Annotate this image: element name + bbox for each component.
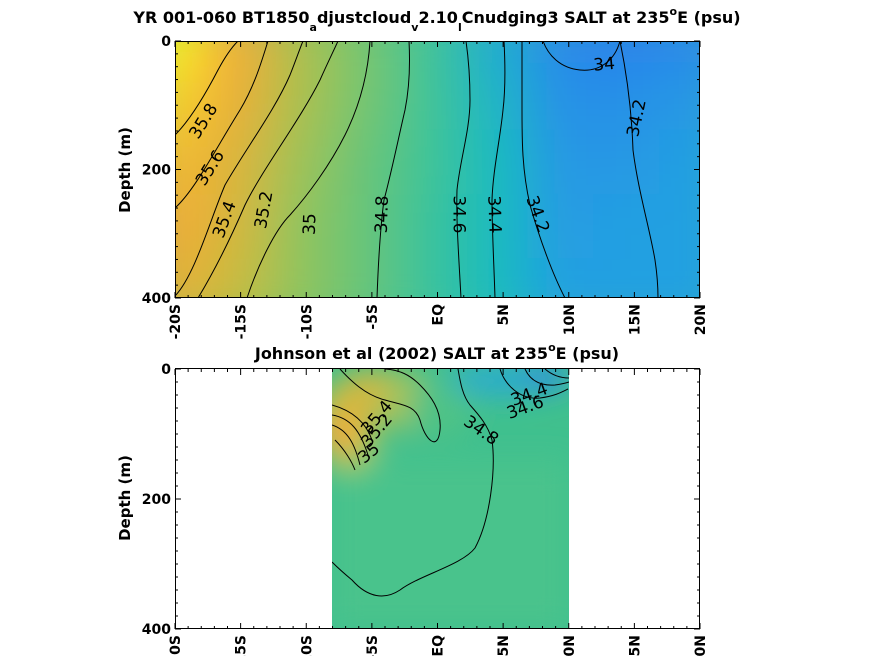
y-tick-label: 0 <box>161 362 171 378</box>
x-tick-label: 5N <box>496 635 512 656</box>
y-tick-label: 200 <box>142 492 171 508</box>
contour-34.4 <box>524 369 569 386</box>
top-panel: YR 001-060 BT1850adjustcloudv2.10lCnudgi… <box>116 5 741 339</box>
contour-34.2 <box>521 41 566 298</box>
contour-34.6 <box>499 369 569 399</box>
bottom-contours <box>332 369 569 597</box>
x-tick-label: 15N <box>627 304 643 335</box>
bottom-y-ticks: 0 200 400 <box>142 362 700 638</box>
x-tick-label: -15S <box>234 635 250 656</box>
bottom-panel: Johnson et al (2002) SALT at 235oE (psu) <box>116 341 709 656</box>
x-tick-label: 10N <box>562 635 578 656</box>
contour-35.8 <box>175 41 239 136</box>
y-tick-label: 200 <box>142 163 171 179</box>
contour-35 <box>246 41 371 298</box>
x-tick-label: 15N <box>627 635 643 656</box>
contour-34.4 <box>491 41 506 298</box>
bottom-ylabel: Depth (m) <box>116 455 134 541</box>
x-tick-label: -5S <box>365 304 381 330</box>
top-contours <box>175 41 659 298</box>
contour-34.6 <box>456 41 471 298</box>
x-tick-label: -10S <box>299 635 315 656</box>
x-tick-label: -10S <box>299 304 315 339</box>
y-tick-label: 0 <box>161 34 171 50</box>
x-tick-label: 10N <box>562 304 578 335</box>
contour-label: 34 <box>593 54 616 76</box>
contour-35-c <box>332 424 361 466</box>
contour-34.8 <box>376 41 411 298</box>
contour-35.6 <box>175 41 269 209</box>
top-ylabel: Depth (m) <box>116 127 134 213</box>
contour-34.2 <box>544 369 569 379</box>
y-tick-label: 400 <box>142 291 171 307</box>
x-tick-label: -20S <box>168 635 184 656</box>
x-tick-label: EQ <box>431 304 447 326</box>
contour-label: 34.8 <box>372 195 393 234</box>
top-x-ticks: -20S -15S -10S -5S EQ 5N 10N 15N 20N <box>168 41 709 339</box>
x-tick-label: EQ <box>431 635 447 656</box>
bottom-title: Johnson et al (2002) SALT at 235oE (psu) <box>254 341 619 363</box>
contour-35-b <box>332 414 369 456</box>
contour-label: 34.6 <box>449 196 469 234</box>
contour-35.2 <box>197 41 339 298</box>
x-tick-label: 20N <box>693 304 709 335</box>
contour-35.4 <box>175 41 304 297</box>
contour-34.8 <box>332 369 494 597</box>
contour-35-a <box>332 404 373 441</box>
contour-label: 35 <box>300 213 321 235</box>
x-tick-label: 5N <box>496 304 512 325</box>
top-title: YR 001-060 BT1850adjustcloudv2.10lCnudgi… <box>132 5 740 34</box>
contour-35.2 <box>334 439 356 471</box>
bottom-field <box>332 369 569 629</box>
x-tick-label: -5S <box>365 635 381 656</box>
salinity-cell <box>659 258 700 298</box>
x-tick-label: 20N <box>693 635 709 656</box>
x-tick-label: -20S <box>168 304 184 339</box>
contour-35-outer <box>339 369 441 443</box>
x-tick-label: -15S <box>234 304 250 339</box>
contour-34 <box>542 41 621 71</box>
y-tick-label: 400 <box>142 622 171 638</box>
top-y-ticks: 0 200 400 <box>142 34 700 307</box>
contour-label: 34.4 <box>483 195 504 234</box>
top-field <box>175 41 700 298</box>
bottom-x-ticks: -20S -15S -10S -5S EQ 5N 10N 15N 20N <box>168 369 709 656</box>
contour-34.2b <box>619 41 659 298</box>
